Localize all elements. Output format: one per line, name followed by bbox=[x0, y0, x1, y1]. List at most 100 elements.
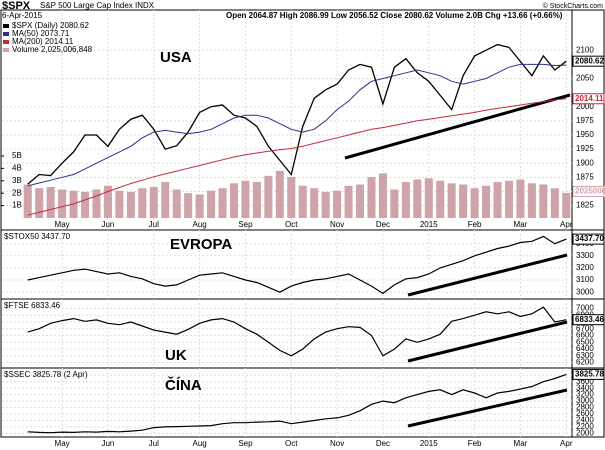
volume-bar bbox=[356, 184, 365, 218]
x-tick-label: Dec bbox=[376, 439, 390, 448]
x-tick-label: Aug bbox=[192, 220, 206, 229]
volume-bar bbox=[241, 180, 250, 218]
x-tick-label: Jul bbox=[149, 439, 159, 448]
last-value-box bbox=[572, 314, 605, 326]
volume-bar bbox=[401, 182, 410, 218]
annotation: ČÍNA bbox=[165, 376, 202, 394]
volume-bar bbox=[46, 186, 55, 218]
legend-swatch bbox=[3, 32, 9, 36]
volume-bar bbox=[103, 185, 112, 218]
y-tick-label: 2100 bbox=[576, 45, 594, 54]
legend-swatch bbox=[3, 48, 9, 52]
volume-bar bbox=[149, 186, 158, 218]
y-tick-label: 3300 bbox=[576, 251, 594, 260]
trend-line bbox=[344, 93, 571, 160]
x-tick-label: 2015 bbox=[420, 439, 438, 448]
x-tick-label: Nov bbox=[330, 439, 344, 448]
y-tick-label: 2400 bbox=[576, 416, 594, 425]
volume-bar bbox=[470, 188, 479, 218]
panel-frame bbox=[0, 298, 605, 369]
y-tick-label: 2600 bbox=[576, 409, 594, 418]
x-tick-label: Nov bbox=[330, 220, 344, 229]
y-tick-label: 6600 bbox=[576, 331, 594, 340]
x-tick-label: Feb bbox=[468, 439, 482, 448]
y2-tick-label: 1B bbox=[12, 201, 22, 210]
volume-bar bbox=[378, 173, 387, 218]
legend-swatch bbox=[3, 40, 9, 44]
watermark: © StockCharts.com bbox=[543, 2, 604, 10]
y-tick-label: 3000 bbox=[576, 287, 594, 296]
y-tick-label: 1975 bbox=[576, 116, 594, 125]
volume-bar bbox=[184, 193, 193, 218]
x-tick-label: Sep bbox=[238, 439, 253, 448]
volume-bar bbox=[459, 184, 468, 218]
panel-frame bbox=[0, 229, 605, 300]
panel-frame bbox=[0, 367, 605, 438]
volume-bar bbox=[436, 180, 445, 218]
legend-label: Volume 2,025,006,848 bbox=[12, 45, 93, 54]
volume-bar bbox=[310, 188, 319, 218]
ohlc: Open 2064.87 High 2086.99 Low 2056.52 Cl… bbox=[226, 11, 563, 20]
volume-bar bbox=[138, 188, 147, 218]
x-tick-label: May bbox=[55, 220, 70, 229]
volume-bar bbox=[550, 188, 559, 218]
volume-bar bbox=[172, 189, 181, 218]
volume-bar bbox=[413, 179, 422, 218]
x-tick-label: Jun bbox=[101, 439, 114, 448]
y-tick-label: 2200 bbox=[576, 422, 594, 431]
last-value-box bbox=[572, 55, 605, 67]
x-tick-label: Apr bbox=[560, 439, 573, 448]
x-tick-label: Mar bbox=[514, 220, 528, 229]
last-value-box bbox=[572, 233, 605, 245]
y2-tick-label: 5B bbox=[12, 151, 22, 160]
legend-label: MA(50) 2073.71 bbox=[12, 29, 70, 38]
last-value-box bbox=[572, 368, 605, 380]
volume-bar bbox=[81, 191, 90, 218]
last-value-label: 6833.46 bbox=[575, 315, 604, 324]
y-tick-label: 2050 bbox=[576, 74, 594, 83]
volume-bar bbox=[275, 170, 284, 218]
volume-bar bbox=[321, 191, 330, 218]
y-tick-label: 2000 bbox=[576, 102, 594, 111]
volume-bar bbox=[195, 194, 204, 218]
date: 6-Apr-2015 bbox=[2, 11, 43, 20]
price-line bbox=[27, 235, 567, 295]
y-tick-label: 3200 bbox=[576, 390, 594, 399]
x-tick-label: Oct bbox=[285, 220, 298, 229]
y-tick-label: 6500 bbox=[576, 337, 594, 346]
volume-bar bbox=[92, 189, 101, 218]
panel-title: $FTSE 6833.46 bbox=[4, 301, 61, 310]
volume-bar bbox=[527, 183, 536, 218]
volume-bar bbox=[390, 189, 399, 218]
price-line bbox=[27, 98, 567, 216]
y-tick-label: 3400 bbox=[576, 383, 594, 392]
x-tick-label: Sep bbox=[238, 220, 253, 229]
y-tick-label: 6200 bbox=[576, 358, 594, 367]
volume-bar bbox=[344, 185, 353, 218]
volume-bar bbox=[493, 182, 502, 218]
y-tick-label: 3200 bbox=[576, 263, 594, 272]
annotation: EVROPA bbox=[170, 236, 232, 253]
legend-label: MA(200) 2014.11 bbox=[12, 37, 74, 46]
volume-bar bbox=[447, 183, 456, 218]
volume-bar bbox=[207, 190, 216, 218]
volume-bar bbox=[333, 190, 342, 218]
volume-bar bbox=[298, 185, 307, 218]
last-value-box bbox=[572, 93, 605, 105]
x-tick-label: May bbox=[55, 439, 70, 448]
x-tick-label: Mar bbox=[514, 439, 528, 448]
panel-title: $SSEC 3825.78 (2 Apr) bbox=[4, 370, 88, 379]
y-tick-label: 2800 bbox=[576, 403, 594, 412]
panel-title: $STOX50 3437.70 bbox=[4, 232, 71, 241]
trend-line bbox=[407, 320, 568, 363]
volume-bar bbox=[424, 178, 433, 218]
price-line bbox=[27, 306, 567, 357]
volume-bar bbox=[367, 177, 376, 218]
y-tick-label: 3000 bbox=[576, 396, 594, 405]
symbol: $SPX bbox=[2, 0, 31, 12]
last-value-label: 2014.11 bbox=[575, 94, 604, 103]
y-tick-label: 1825 bbox=[576, 201, 594, 210]
x-tick-label: 2015 bbox=[420, 220, 438, 229]
last-value-label: 3825.78 bbox=[575, 370, 604, 379]
